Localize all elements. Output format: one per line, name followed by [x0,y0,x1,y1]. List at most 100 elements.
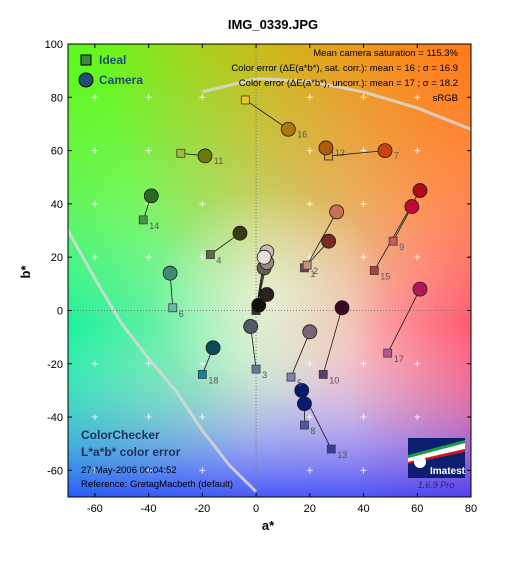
y-tick-label: 100 [45,39,63,51]
patch-label-11: 11 [214,156,223,166]
grid-cross [360,254,367,261]
y-tick-label: 0 [57,305,63,317]
camera-point-11 [197,148,213,164]
camera-point-12 [318,140,334,156]
gamut-boundary [68,77,471,493]
grid-cross [306,147,313,154]
patch-label-12: 12 [335,148,345,158]
ideal-point-13 [326,444,336,454]
patch-label-4: 4 [216,256,221,266]
camera-point-24 [251,297,267,313]
error-line-7 [328,150,386,157]
grid-cross [91,94,98,101]
camera-point-9 [404,199,420,214]
legend-ideal-label: Ideal [99,53,126,67]
camera-point-18 [205,340,221,356]
patch-label-3: 3 [262,370,267,380]
grid-cross [199,200,206,207]
grid-cross [145,254,152,261]
info-date: 27-May-2006 00:04:52 [81,465,177,476]
stat-colorspace: sRGB [433,93,458,104]
camera-point-15 [412,183,428,198]
grid-cross [360,414,367,421]
x-tick-label: -60 [87,503,103,515]
y-tick-label: 80 [51,92,63,104]
stat-error-corrected: Color error (ΔE(a*b*), sat. corr.): mean… [231,63,458,74]
grid-cross [91,147,98,154]
patch-label-16: 16 [297,129,307,139]
camera-point-6 [162,265,178,281]
grid-cross [145,360,152,367]
grid-cross [306,200,313,207]
grid-cross [360,467,367,474]
x-axis-label: a* [262,518,275,533]
gamut-curve [201,77,471,131]
grid-cross [91,360,98,367]
stat-error-uncorrected: Color error (ΔE(a*b*), uncorr.): mean = … [239,78,458,89]
stat-saturation: Mean camera saturation = 115.3% [313,48,458,59]
x-tick-label: 20 [304,503,316,515]
grid-cross [414,147,421,154]
ideal-point-11 [176,148,186,158]
error-line-5 [290,331,311,378]
info-line2: L*a*b* color error [81,445,181,459]
y-tick-label: -60 [47,465,63,477]
patch-label-18: 18 [208,375,218,385]
info-line1: ColorChecker [81,428,160,442]
stats-text: Mean camera saturation = 115.3% Color er… [231,48,458,104]
legend-ideal-marker [80,54,92,66]
grid-cross [360,94,367,101]
patch-label-1: 1 [310,269,315,279]
patch-label-2: 2 [313,266,318,276]
patch-label-15: 15 [380,272,390,282]
grid-cross [145,94,152,101]
x-tick-label: 40 [357,503,369,515]
logo-version: 1.6.9 Pro [418,480,455,490]
ideal-point-9 [388,236,398,246]
info-box: ColorChecker L*a*b* color error 27-May-2… [81,428,233,490]
legend-camera-marker [78,72,94,88]
camera-point-3 [243,319,259,334]
camera-point-4 [232,225,248,241]
grid-cross [91,200,98,207]
y-tick-label: 60 [51,146,63,158]
grid-cross [414,254,421,261]
zero-axes [68,44,471,497]
grid-cross [199,414,206,421]
camera-point-19 [256,249,272,265]
ideal-point-10 [318,370,328,379]
grid-cross [306,360,313,367]
y-axis-label: b* [18,265,33,279]
ideal-point-16 [240,95,250,105]
patch-label-17: 17 [394,354,404,364]
camera-point-14 [143,188,159,204]
grid-cross [199,467,206,474]
axis-ticks: -60 -40 -20 0 20 40 60 80 -60 -40 -20 0 20 40 60 80 100 [45,39,477,515]
grid [91,94,421,474]
plot-frame [67,43,472,498]
grid-cross [145,414,152,421]
grid-cross [199,360,206,367]
error-line-10 [322,307,343,375]
ideal-point-15 [369,266,379,275]
y-tick-label: -40 [47,412,63,424]
grid-cross [306,467,313,474]
camera-points [143,121,428,412]
ideal-point-3 [251,364,261,374]
patch-label-14: 14 [149,221,159,231]
camera-point-5 [302,324,318,340]
grid-cross [306,414,313,421]
logo-name: Imatest [430,466,466,477]
grid-cross [145,147,152,154]
grid-cross [91,467,98,474]
legend: Ideal Camera [78,53,143,88]
patch-label-7: 7 [394,151,399,161]
grid-cross [199,94,206,101]
chart-title: IMG_0339.JPG [228,17,318,32]
camera-point-7 [377,143,393,158]
camera-point-1 [321,233,337,249]
error-line-17 [387,288,421,354]
